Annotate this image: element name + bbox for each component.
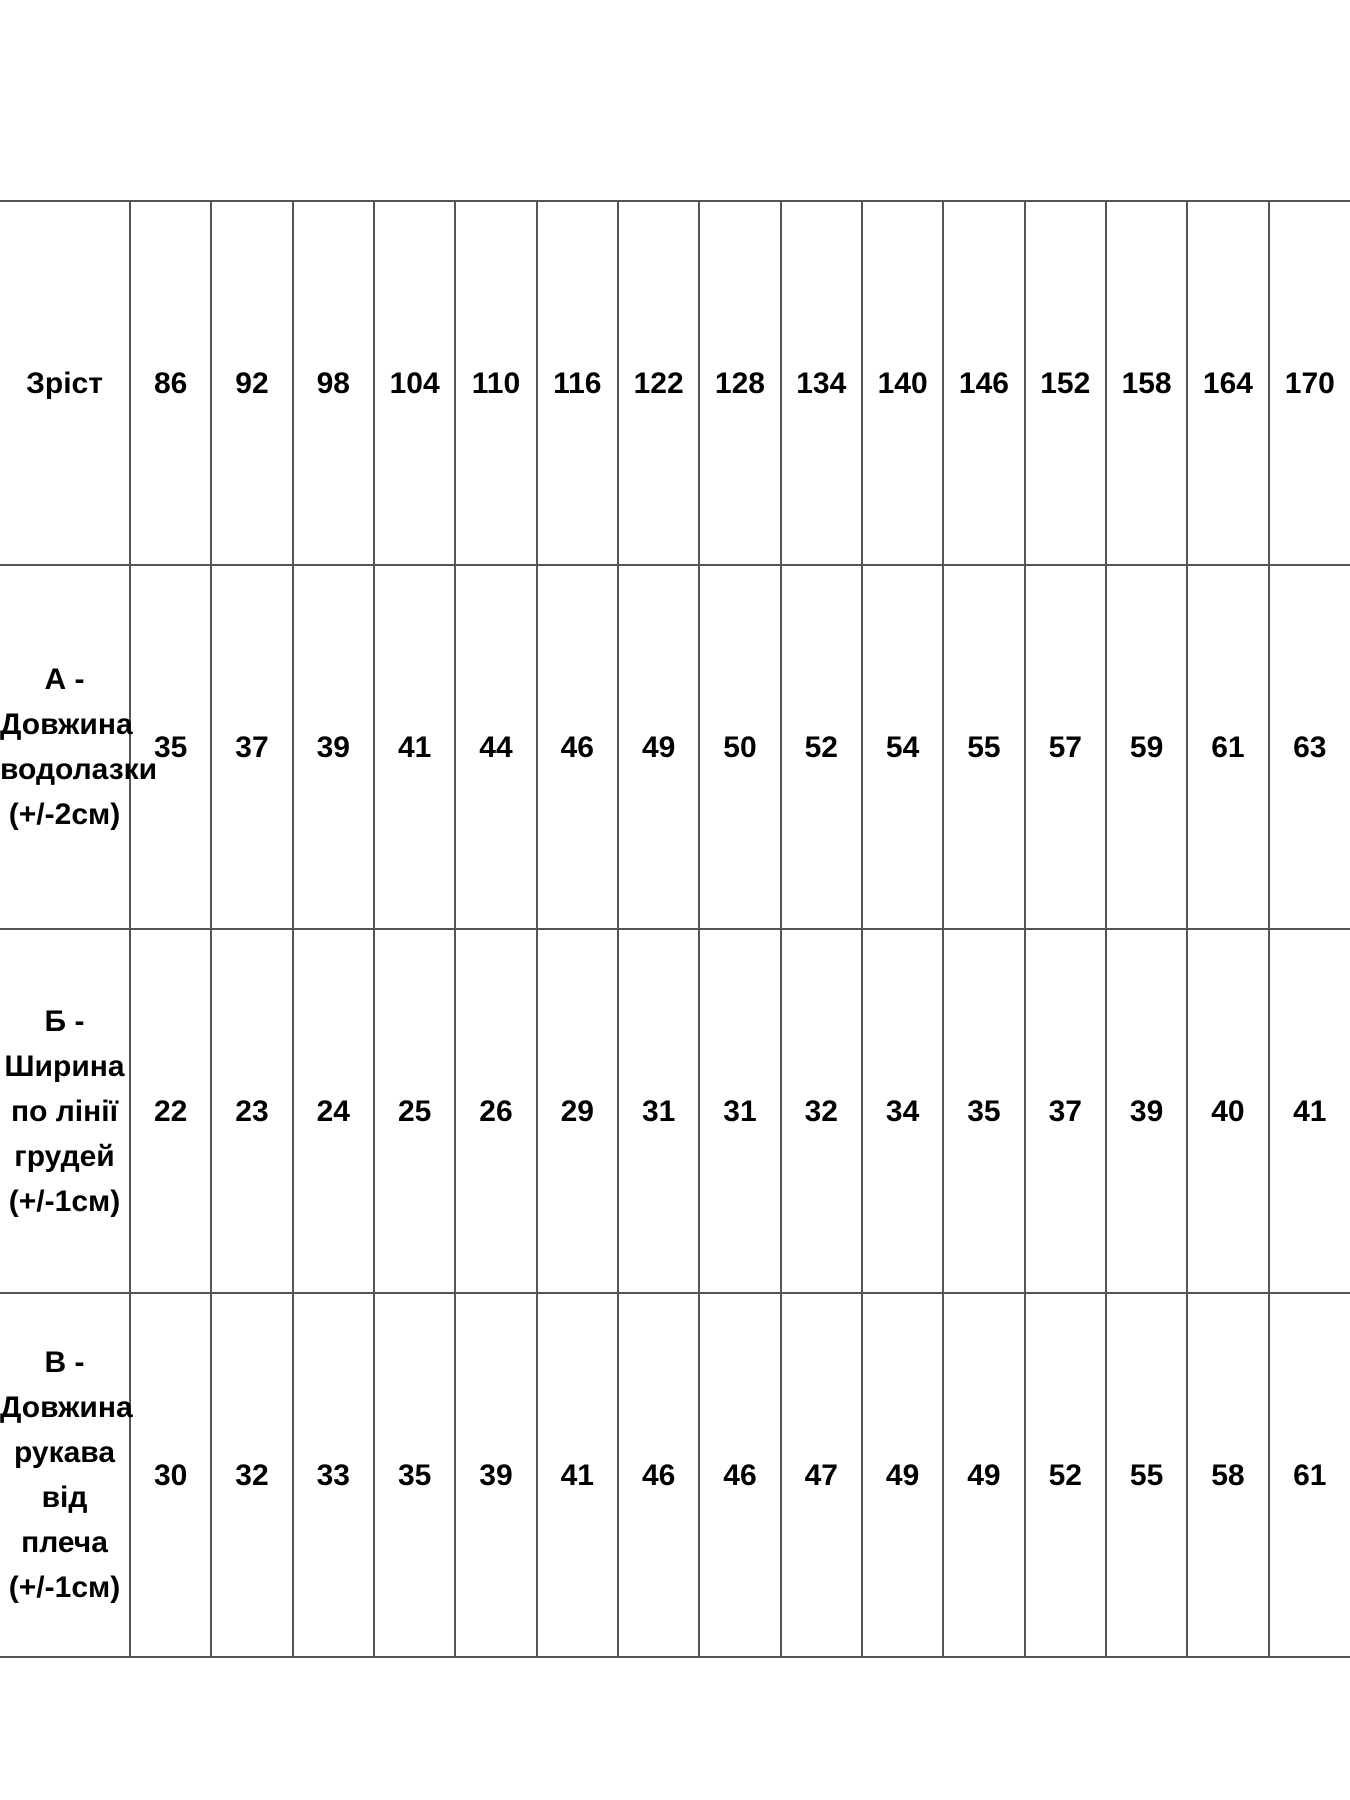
table-cell: 33	[291, 1292, 375, 1658]
table-cell: 39	[1104, 928, 1189, 1294]
table-cell: 61	[1267, 1292, 1350, 1658]
table-cell: 59	[1104, 564, 1189, 930]
table-cell: 49	[616, 564, 701, 930]
table-cell: 63	[1267, 564, 1350, 930]
table-cell: 29	[535, 928, 619, 1294]
table-cell: 39	[291, 564, 375, 930]
table-cell: 92	[210, 200, 294, 566]
table-row: А - Довжина водолазки (+/-2см) 35 37 39 41 44…	[0, 564, 1350, 930]
table-cell: 34	[860, 928, 945, 1294]
table-cell: 22	[128, 928, 213, 1294]
row-header: Б - Ширина по лінії грудей (+/-1см)	[0, 928, 131, 1294]
table-cell: 134	[779, 200, 863, 566]
table-cell: 55	[1104, 1292, 1189, 1658]
row-header: А - Довжина водолазки (+/-2см)	[0, 564, 157, 930]
table-cell: 57	[1023, 564, 1107, 930]
table-cell: 23	[210, 928, 294, 1294]
table-cell: 41	[535, 1292, 619, 1658]
table-cell: 52	[1023, 1292, 1107, 1658]
table-cell: 32	[779, 928, 863, 1294]
table-row: Зріст 86 92 98 104 110 116 122 128 134 140 146 152 15…	[0, 200, 1350, 566]
table-cell: 40	[1186, 928, 1270, 1294]
table-cell: 170	[1267, 200, 1350, 566]
table-cell: 31	[616, 928, 701, 1294]
table-cell: 47	[779, 1292, 863, 1658]
row-header: В - Довжина рукава від плеча (+/-1см)	[0, 1292, 133, 1658]
table-cell: 104	[372, 200, 457, 566]
row-header: Зріст	[0, 200, 131, 566]
table-cell: 158	[1104, 200, 1189, 566]
table-cell: 31	[698, 928, 782, 1294]
table-cell: 37	[1023, 928, 1107, 1294]
table-cell: 140	[860, 200, 945, 566]
table-cell: 49	[860, 1292, 945, 1658]
table-cell: 122	[616, 200, 701, 566]
table-row: Б - Ширина по лінії грудей (+/-1см) 22 23 2…	[0, 928, 1350, 1294]
table-cell: 44	[454, 564, 538, 930]
table-cell: 54	[860, 564, 945, 930]
table-cell: 98	[291, 200, 375, 566]
table-cell: 46	[698, 1292, 782, 1658]
table-cell: 24	[291, 928, 375, 1294]
table-cell: 61	[1186, 564, 1270, 930]
table-cell: 116	[535, 200, 619, 566]
table-cell: 146	[942, 200, 1026, 566]
table-cell: 55	[942, 564, 1026, 930]
table-cell: 39	[454, 1292, 538, 1658]
table-cell: 41	[1267, 928, 1350, 1294]
table-cell: 46	[616, 1292, 701, 1658]
table-cell: 49	[942, 1292, 1026, 1658]
table-cell: 32	[210, 1292, 294, 1658]
size-chart-table: Зріст 86 92 98 104 110 116 122 128 134 140 146 152 15…	[0, 200, 1350, 1658]
table-cell: 128	[698, 200, 782, 566]
table-cell: 25	[372, 928, 457, 1294]
table-cell: 152	[1023, 200, 1107, 566]
table-cell: 35	[128, 564, 213, 930]
table-cell: 110	[454, 200, 538, 566]
table-cell: 52	[779, 564, 863, 930]
table-cell: 30	[128, 1292, 213, 1658]
table-cell: 46	[535, 564, 619, 930]
table-row: В - Довжина рукава від плеча (+/-1см) 30 3…	[0, 1292, 1350, 1658]
table-cell: 41	[372, 564, 457, 930]
table-cell: 86	[128, 200, 213, 566]
table-cell: 164	[1186, 200, 1270, 566]
table-cell: 58	[1186, 1292, 1270, 1658]
table-cell: 35	[942, 928, 1026, 1294]
table-cell: 50	[698, 564, 782, 930]
table-cell: 37	[210, 564, 294, 930]
table-cell: 26	[454, 928, 538, 1294]
table-cell: 35	[372, 1292, 457, 1658]
